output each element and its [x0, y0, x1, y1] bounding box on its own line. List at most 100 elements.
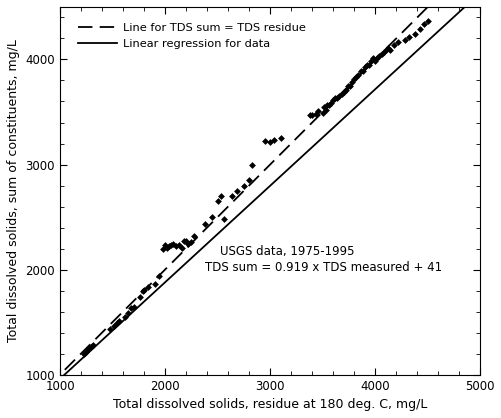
Point — [345, 82, 353, 89]
Point — [139, 287, 147, 294]
Point — [174, 242, 182, 249]
Point — [327, 99, 335, 106]
Point — [121, 314, 129, 320]
Point — [347, 78, 355, 85]
Point — [322, 101, 330, 108]
Point — [427, 0, 435, 2]
Point — [331, 95, 339, 102]
Point — [80, 350, 88, 357]
Point — [314, 107, 322, 114]
Point — [129, 304, 137, 311]
X-axis label: Total dissolved solids, residue at 180 deg. C, mg/L: Total dissolved solids, residue at 180 d… — [113, 398, 426, 411]
Point — [228, 193, 236, 199]
Point — [163, 244, 171, 251]
Point — [144, 284, 152, 291]
Point — [385, 47, 393, 54]
Point — [329, 97, 337, 104]
Point — [239, 182, 247, 189]
Point — [381, 47, 389, 54]
Point — [200, 221, 208, 228]
Point — [244, 177, 253, 184]
Point — [136, 293, 144, 300]
Point — [127, 305, 135, 312]
Point — [213, 198, 221, 205]
Point — [219, 216, 227, 222]
Point — [394, 38, 402, 45]
Point — [415, 25, 423, 32]
Point — [187, 239, 195, 246]
Point — [232, 187, 240, 194]
Text: TDS sum = 0.919 x TDS measured + 41: TDS sum = 0.919 x TDS measured + 41 — [204, 261, 441, 274]
Point — [333, 95, 341, 102]
Point — [377, 51, 385, 58]
Point — [106, 326, 114, 333]
Point — [208, 214, 216, 220]
Point — [161, 242, 169, 249]
Point — [318, 110, 326, 116]
Point — [308, 112, 316, 118]
Point — [82, 348, 90, 355]
Point — [88, 342, 96, 348]
Point — [321, 107, 329, 113]
Point — [165, 243, 173, 250]
Point — [169, 241, 177, 248]
Point — [84, 346, 92, 353]
Point — [404, 34, 412, 41]
Point — [339, 89, 347, 95]
Point — [115, 318, 123, 324]
Point — [248, 161, 256, 168]
Point — [375, 53, 383, 60]
Point — [337, 91, 345, 97]
Point — [159, 245, 167, 252]
Point — [364, 61, 372, 68]
Point — [362, 61, 370, 68]
Point — [368, 55, 376, 62]
Point — [410, 31, 418, 38]
Point — [423, 17, 431, 24]
Point — [113, 320, 121, 326]
Point — [354, 72, 362, 79]
Point — [373, 55, 381, 62]
Point — [370, 57, 378, 64]
Point — [276, 135, 284, 142]
Point — [261, 138, 269, 145]
Point — [358, 68, 366, 74]
Point — [324, 101, 332, 108]
Point — [389, 41, 397, 48]
Point — [184, 241, 192, 248]
Point — [85, 344, 93, 351]
Point — [360, 64, 368, 70]
Legend: Line for TDS sum = TDS residue, Linear regression for data: Line for TDS sum = TDS residue, Linear r… — [74, 20, 309, 53]
Point — [171, 242, 179, 249]
Point — [306, 112, 314, 118]
Point — [379, 49, 387, 56]
Point — [150, 281, 158, 288]
Point — [400, 36, 408, 43]
Point — [366, 57, 374, 64]
Y-axis label: Total dissolved solids, sum of constituents, mg/L: Total dissolved solids, sum of constitue… — [7, 39, 20, 342]
Point — [87, 343, 95, 349]
Point — [109, 323, 117, 330]
Point — [419, 20, 427, 27]
Point — [335, 93, 343, 99]
Point — [341, 87, 349, 93]
Point — [167, 242, 175, 249]
Point — [319, 103, 327, 110]
Point — [352, 74, 360, 81]
Point — [216, 193, 224, 199]
Point — [343, 82, 351, 89]
Point — [177, 244, 185, 251]
Point — [124, 309, 132, 316]
Point — [154, 273, 162, 279]
Point — [350, 76, 358, 83]
Point — [140, 286, 148, 293]
Point — [356, 68, 364, 74]
Point — [270, 137, 278, 144]
Point — [266, 139, 274, 146]
Point — [383, 45, 391, 51]
Point — [312, 111, 320, 117]
Point — [190, 233, 198, 240]
Text: USGS data, 1975-1995: USGS data, 1975-1995 — [219, 245, 354, 258]
Point — [182, 238, 190, 245]
Point — [179, 238, 187, 245]
